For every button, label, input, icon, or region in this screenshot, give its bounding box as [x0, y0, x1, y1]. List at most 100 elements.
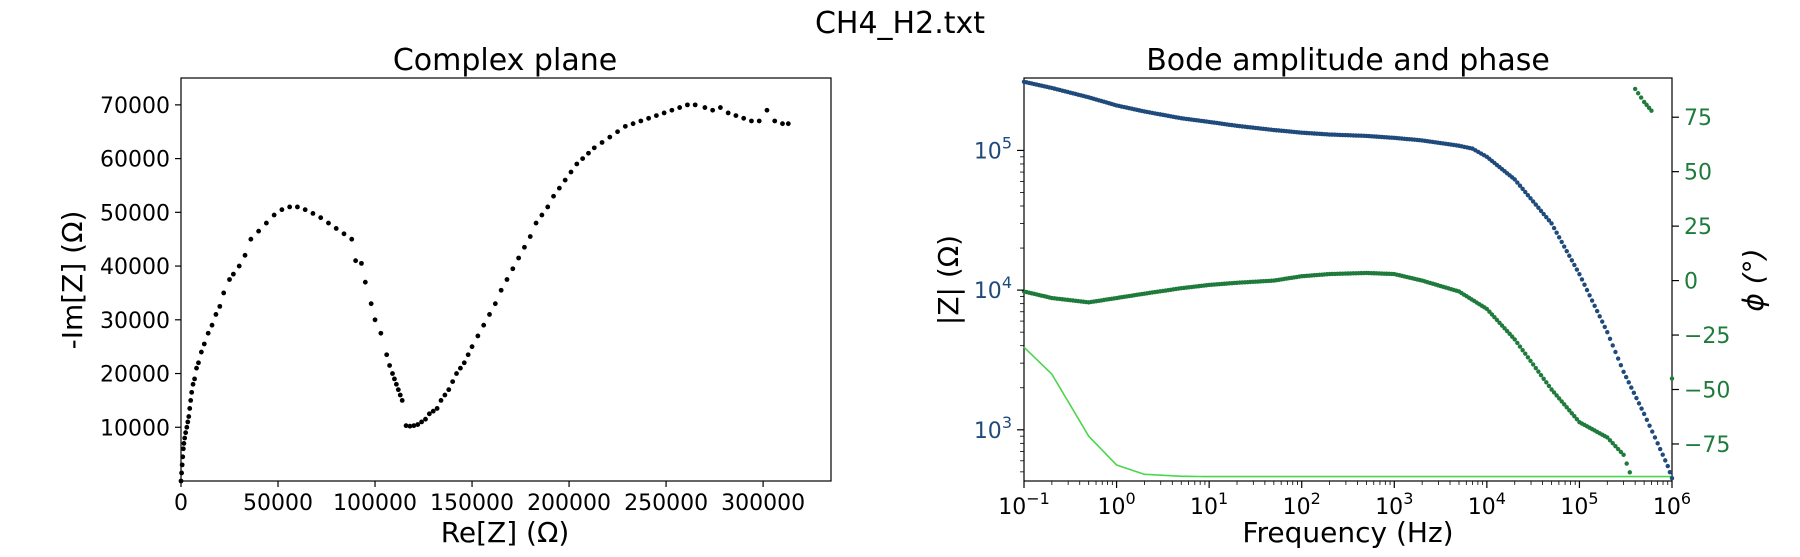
data-point: [333, 226, 339, 231]
phase-point: [1509, 334, 1515, 339]
magnitude-point: [1574, 267, 1580, 272]
data-point: [785, 121, 791, 127]
y-tick-label: 70000: [100, 94, 170, 119]
data-point: [516, 255, 522, 261]
data-point: [756, 118, 762, 124]
phase-point: [1541, 376, 1546, 381]
data-point: [213, 312, 219, 317]
phase-point: [1618, 449, 1624, 455]
phase-point: [1499, 323, 1505, 328]
y-tick-label: 10000: [100, 416, 170, 441]
phase-point: [1644, 102, 1649, 108]
magnitude-point: [1523, 189, 1528, 195]
magnitude-point: [1544, 214, 1549, 220]
y-tick-label: 40000: [100, 255, 170, 280]
magnitude-point: [1541, 211, 1546, 217]
data-point: [725, 110, 731, 116]
x-tick-label: 300000: [721, 491, 805, 516]
magnitude-point: [1600, 319, 1605, 324]
tick-label: 105: [1560, 489, 1598, 520]
magnitude-point: [1520, 186, 1525, 192]
data-point: [411, 423, 417, 429]
phase-point: [1569, 411, 1575, 416]
data-point: [187, 406, 193, 411]
magnitude-point: [1572, 262, 1577, 268]
phase-point: [1525, 355, 1531, 360]
phase-point: [1649, 108, 1654, 113]
data-point: [182, 435, 188, 441]
magnitude-point: [1655, 441, 1660, 446]
tick-label: 101: [1190, 489, 1228, 520]
data-point: [189, 389, 195, 395]
magnitude-point: [1650, 429, 1655, 434]
data-point: [359, 260, 364, 266]
data-point: [186, 414, 192, 419]
data-point: [217, 303, 223, 309]
phase-point: [1646, 105, 1652, 110]
tick-label: 102: [1283, 489, 1321, 520]
bode-x-label: Frequency (Hz): [1242, 516, 1453, 549]
phase-point: [1635, 91, 1641, 96]
phase-point: [1574, 417, 1580, 422]
magnitude-point: [1634, 395, 1639, 401]
magnitude-point: [1621, 369, 1626, 375]
data-point: [341, 231, 347, 237]
data-point: [438, 398, 444, 403]
data-point: [236, 263, 242, 269]
magnitude-point: [1536, 205, 1541, 210]
phase-point: [1487, 309, 1492, 314]
phase-point: [1638, 95, 1644, 100]
y-tick-label: 30000: [100, 309, 170, 334]
phase-point: [1572, 414, 1577, 419]
phase-point: [1559, 399, 1564, 404]
magnitude-point: [1626, 380, 1631, 385]
data-point: [533, 220, 539, 226]
phase-point: [1530, 362, 1536, 367]
y2-tick-label: −75: [1684, 433, 1730, 458]
data-point: [295, 204, 300, 210]
y2-tick-label: 0: [1684, 270, 1698, 295]
data-point: [539, 212, 545, 218]
data-point: [764, 107, 770, 113]
magnitude-point: [1652, 435, 1658, 440]
bode-title: Bode amplitude and phase: [1146, 43, 1550, 78]
data-point: [458, 365, 463, 371]
magnitude-point: [1564, 248, 1569, 254]
magnitude-point: [1623, 374, 1629, 380]
magnitude-point: [1636, 401, 1642, 406]
data-point: [353, 258, 359, 264]
data-point: [685, 102, 690, 108]
data-point: [194, 365, 199, 371]
phase-point: [1492, 315, 1497, 320]
bode-phase-points: [1021, 86, 1675, 475]
data-point: [201, 341, 207, 347]
magnitude-point: [1639, 406, 1644, 411]
magnitude-point: [1546, 218, 1552, 223]
data-point: [615, 129, 620, 135]
data-point: [407, 423, 413, 429]
magnitude-point: [1562, 244, 1567, 249]
complex-plane-x-ticks: 0 50000 100000 150000 200000 250000 300000: [174, 481, 805, 516]
data-point: [180, 446, 186, 452]
data-point: [469, 344, 475, 350]
magnitude-point: [1665, 463, 1670, 469]
x-tick-label: 200000: [527, 491, 611, 516]
data-point: [279, 207, 285, 213]
data-point: [446, 387, 452, 393]
data-point: [498, 287, 504, 293]
bode-right-y-ticks: 75 50 25 0 −25 −50 −75: [1672, 106, 1730, 458]
magnitude-point: [1525, 192, 1531, 198]
data-point: [397, 392, 403, 398]
phase-point: [1484, 306, 1490, 312]
data-point: [227, 277, 232, 282]
magnitude-point: [1589, 298, 1595, 303]
magnitude-point: [1647, 423, 1652, 428]
data-point: [205, 330, 211, 336]
data-point: [574, 161, 580, 167]
data-point: [181, 440, 187, 446]
data-point: [646, 115, 652, 121]
data-point: [522, 244, 527, 250]
magnitude-point: [1567, 253, 1572, 258]
data-point: [185, 419, 191, 425]
phase-point: [1627, 470, 1632, 475]
